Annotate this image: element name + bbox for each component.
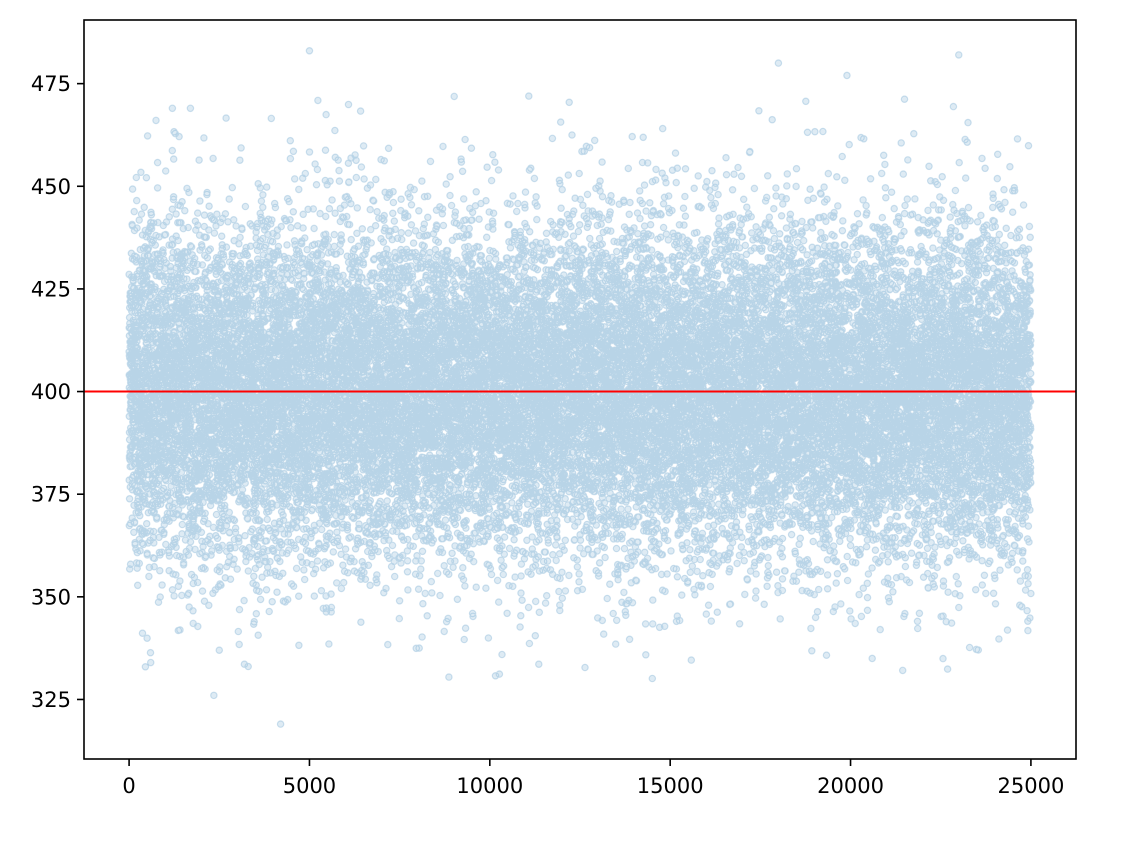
data-point (844, 72, 850, 78)
data-point (775, 60, 781, 66)
data-point (148, 659, 154, 665)
data-point (956, 52, 962, 58)
y-tick-label: 425 (31, 277, 71, 301)
x-tick-label: 15000 (637, 774, 704, 798)
data-point (187, 105, 193, 111)
y-tick-label: 400 (31, 380, 71, 404)
y-tick-label: 375 (31, 483, 71, 507)
data-point (211, 692, 217, 698)
data-point (306, 48, 312, 54)
x-tick-label: 10000 (456, 774, 523, 798)
x-tick-label: 25000 (998, 774, 1065, 798)
x-tick-label: 20000 (817, 774, 884, 798)
data-point (277, 721, 283, 727)
y-tick-label: 450 (31, 175, 71, 199)
y-tick-label: 350 (31, 585, 71, 609)
y-tick-label: 475 (31, 72, 71, 96)
data-point (169, 105, 175, 111)
data-point (869, 655, 875, 661)
x-tick-label: 0 (122, 774, 135, 798)
x-tick-label: 5000 (283, 774, 336, 798)
y-tick-label: 325 (31, 688, 71, 712)
data-point (216, 647, 222, 653)
